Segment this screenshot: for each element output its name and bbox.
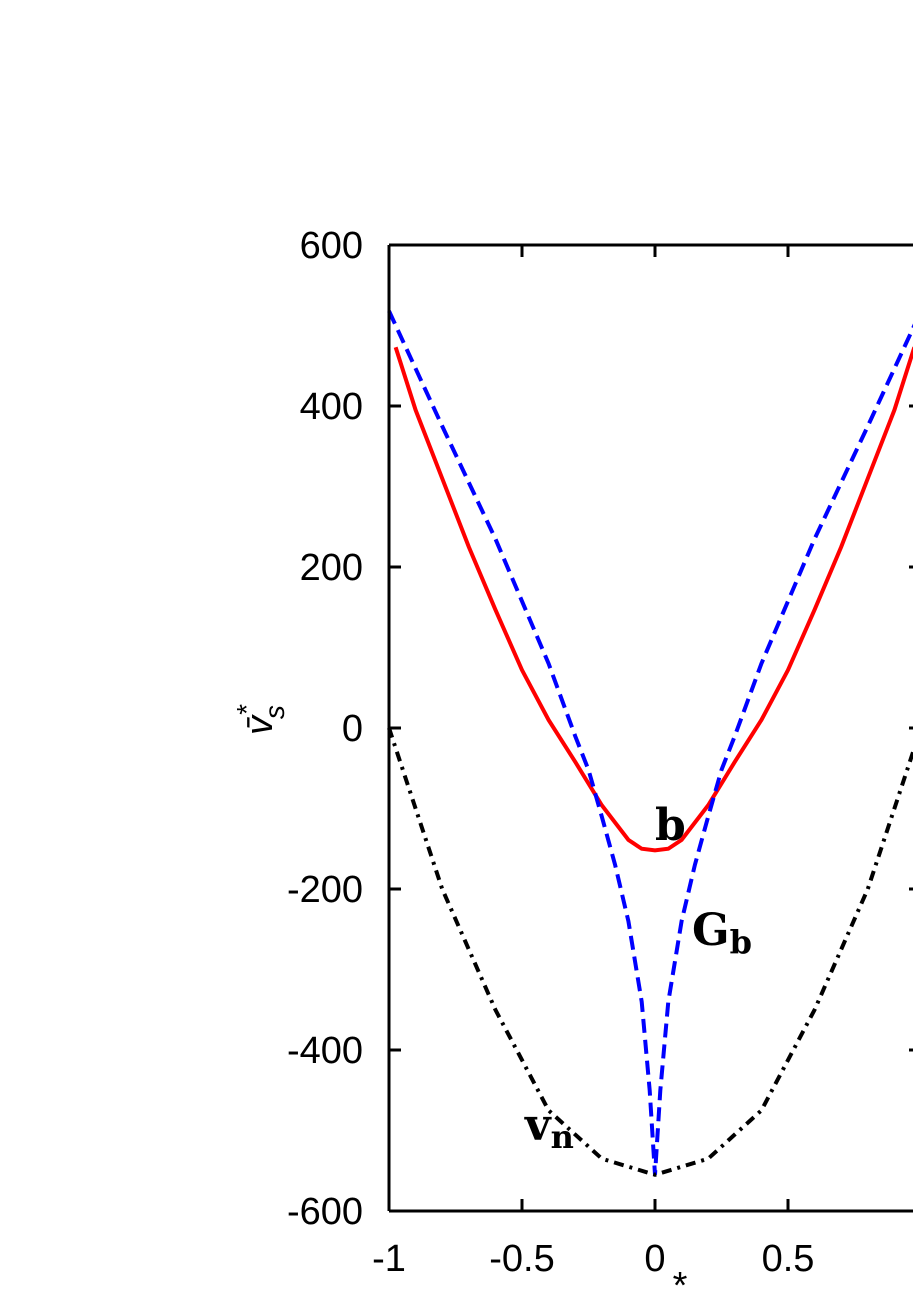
x-tick-label: -0.5 xyxy=(489,1238,554,1280)
annotation-text: v xyxy=(524,1100,552,1151)
y-label-sub: s xyxy=(259,705,290,719)
y-tick-label: 200 xyxy=(300,547,363,589)
annotation-text: G xyxy=(692,905,730,956)
x-axis-label: * xyxy=(673,1265,688,1290)
y-tick-label: -600 xyxy=(287,1191,363,1233)
line-series xyxy=(387,727,913,1177)
y-axis-label: v̄*s xyxy=(231,704,290,735)
y-tick-label: 400 xyxy=(300,386,363,428)
x-tick-label: 0 xyxy=(644,1238,665,1280)
y-tick-label: 0 xyxy=(342,708,363,750)
y-tick-label: 600 xyxy=(300,225,363,267)
y-label-sup: * xyxy=(231,704,262,716)
x-tick-label: -1 xyxy=(372,1238,406,1280)
annotation: Gb xyxy=(692,905,752,961)
line-series xyxy=(393,346,913,853)
annotation: vn xyxy=(524,1100,574,1156)
x-tick-label: 0.5 xyxy=(762,1238,815,1280)
annotation-text: b xyxy=(655,800,686,851)
y-tick-label: -200 xyxy=(287,869,363,911)
line-series xyxy=(387,310,913,1175)
annotation: b xyxy=(655,800,686,851)
annotation-sub: b xyxy=(730,923,752,961)
y-label-main: v̄ xyxy=(239,714,281,735)
y-tick-label: -400 xyxy=(287,1030,363,1072)
annotation-sub: n xyxy=(551,1118,574,1156)
